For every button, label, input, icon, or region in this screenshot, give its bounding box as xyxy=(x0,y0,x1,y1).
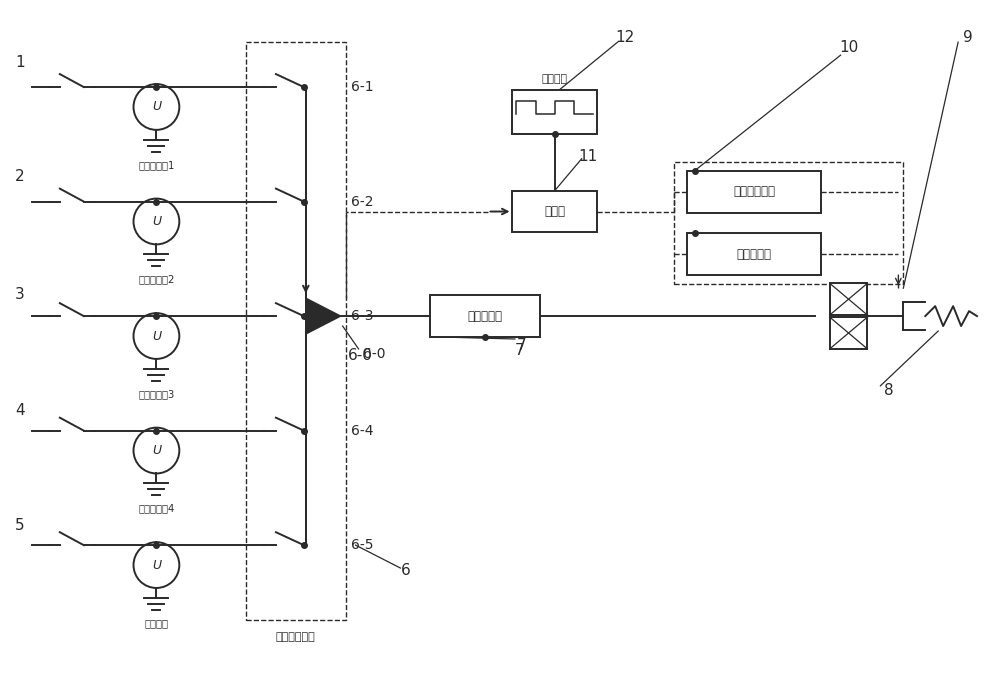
Text: 3: 3 xyxy=(15,287,25,301)
Text: 压力传感系统: 压力传感系统 xyxy=(733,185,775,198)
Text: 可变电压源3: 可变电压源3 xyxy=(138,389,175,399)
Text: 5: 5 xyxy=(15,518,25,533)
Text: 可变电压源4: 可变电压源4 xyxy=(138,504,175,513)
Text: 4: 4 xyxy=(15,403,25,418)
Text: 6-0: 6-0 xyxy=(363,347,385,361)
Text: 电流检测器: 电流检测器 xyxy=(468,310,503,322)
Text: 12: 12 xyxy=(615,30,634,45)
FancyBboxPatch shape xyxy=(430,295,540,337)
Bar xyxy=(830,317,867,349)
Text: 位移传感器: 位移传感器 xyxy=(736,248,771,261)
FancyBboxPatch shape xyxy=(512,191,597,233)
Text: 9: 9 xyxy=(963,30,973,45)
Bar xyxy=(830,283,867,315)
Text: 6-5: 6-5 xyxy=(351,538,373,552)
Text: 控制信号: 控制信号 xyxy=(542,74,568,84)
Text: 6-1: 6-1 xyxy=(351,80,373,94)
Text: U: U xyxy=(152,215,161,228)
Text: 11: 11 xyxy=(578,149,597,164)
Text: U: U xyxy=(152,558,161,572)
FancyBboxPatch shape xyxy=(687,233,821,275)
Text: 高速切换开关: 高速切换开关 xyxy=(276,632,316,642)
Text: U: U xyxy=(152,101,161,114)
Text: 6-4: 6-4 xyxy=(351,424,373,437)
Text: 2: 2 xyxy=(15,169,25,184)
FancyBboxPatch shape xyxy=(687,171,821,212)
Text: 6-2: 6-2 xyxy=(351,195,373,209)
Bar xyxy=(674,162,903,284)
Text: 零电压源: 零电压源 xyxy=(144,618,168,628)
Text: 1: 1 xyxy=(15,55,25,70)
FancyBboxPatch shape xyxy=(512,89,597,135)
Text: 7: 7 xyxy=(517,339,527,354)
Text: 7: 7 xyxy=(515,343,525,358)
Bar xyxy=(246,42,346,620)
Text: 6-3: 6-3 xyxy=(351,309,373,323)
Text: 8: 8 xyxy=(884,383,893,398)
Text: 可变电压源1: 可变电压源1 xyxy=(138,160,175,170)
Text: U: U xyxy=(152,444,161,457)
Polygon shape xyxy=(306,298,341,334)
Text: U: U xyxy=(152,329,161,343)
Text: 6-0: 6-0 xyxy=(348,348,373,364)
Text: 10: 10 xyxy=(839,40,858,55)
Text: 6: 6 xyxy=(401,562,410,577)
Text: 控制器: 控制器 xyxy=(544,205,565,218)
Text: 可变电压源2: 可变电压源2 xyxy=(138,274,175,285)
